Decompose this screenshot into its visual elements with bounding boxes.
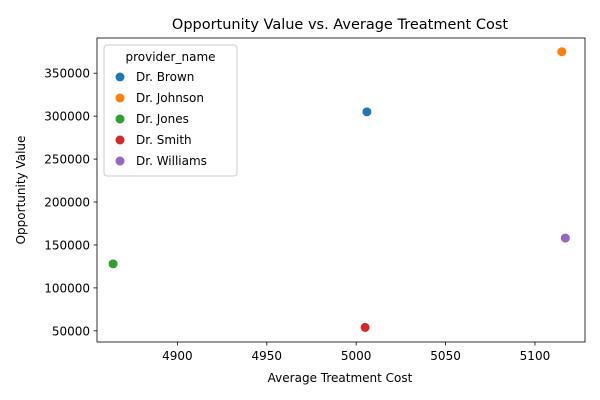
y-tick-label: 100000: [44, 281, 90, 295]
legend-marker: [115, 114, 125, 124]
y-axis-ticks: 50000 100000 150000 200000 250000 300000 35000…: [44, 67, 97, 338]
legend-box: [103, 44, 238, 177]
legend-marker: [115, 72, 125, 82]
y-tick-label: 250000: [44, 153, 90, 167]
plot-frame: [96, 37, 586, 343]
data-point: [360, 322, 370, 332]
data-point: [557, 47, 567, 57]
y-tick-label: 350000: [44, 67, 90, 81]
data-point: [560, 233, 570, 243]
y-tick-label: 200000: [44, 196, 90, 210]
legend-marker: [115, 156, 125, 166]
x-tick-label: 5000: [341, 349, 372, 363]
y-tick-label: 150000: [44, 238, 90, 252]
data-point: [108, 259, 118, 269]
legend-marker: [115, 135, 125, 145]
data-point: [362, 107, 372, 117]
chart-title: Opportunity Value vs. Average Treatment …: [172, 17, 508, 33]
legend-marker: [115, 93, 125, 103]
x-axis-ticks: 4900 4950 5000 5050 5100: [162, 342, 550, 363]
legend-entry-label: Dr. Smith: [136, 133, 192, 147]
legend-entry-label: Dr. Jones: [136, 112, 189, 126]
legend-entry-label: Dr. Williams: [136, 154, 207, 168]
plot-area: [96, 37, 586, 343]
legend: provider_name Dr. Brown Dr. Johnson Dr. Jon…: [103, 44, 238, 177]
legend-entry-label: Dr. Johnson: [136, 91, 204, 105]
x-tick-label: 5100: [520, 349, 551, 363]
data-points: [108, 47, 570, 332]
x-tick-label: 4900: [162, 349, 193, 363]
legend-entry-label: Dr. Brown: [136, 70, 194, 84]
y-tick-label: 300000: [44, 110, 90, 124]
legend-title: provider_name: [125, 50, 215, 64]
y-axis-label: Opportunity Value: [14, 136, 28, 245]
x-tick-label: 4950: [252, 349, 283, 363]
y-tick-label: 50000: [52, 324, 90, 338]
x-tick-label: 5050: [430, 349, 461, 363]
x-axis-label: Average Treatment Cost: [268, 371, 413, 385]
